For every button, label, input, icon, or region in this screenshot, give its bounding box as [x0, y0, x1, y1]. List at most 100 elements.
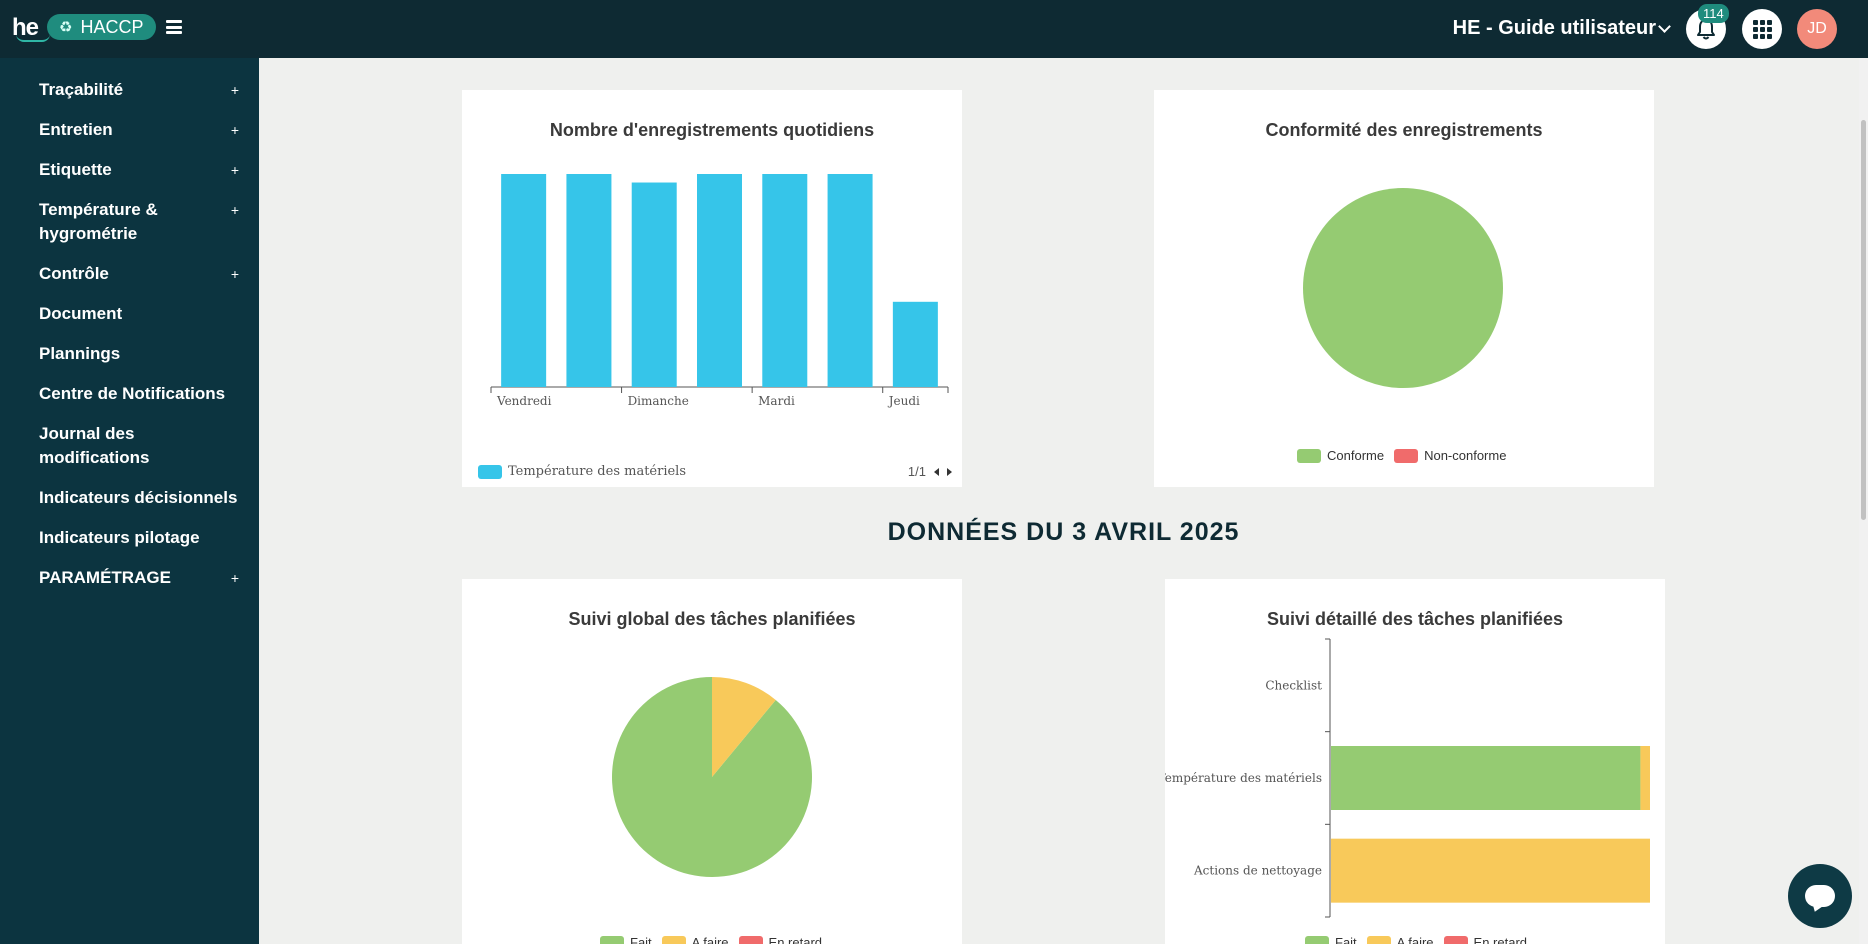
legend-item[interactable]: Fait	[600, 935, 652, 944]
conformity-pie-chart	[1303, 188, 1503, 388]
legend-item[interactable]: A faire	[661, 935, 729, 944]
y-tick-label: Checklist	[1265, 678, 1322, 692]
scrollbar-thumb[interactable]	[1861, 120, 1866, 520]
legend-label: En retard	[768, 935, 823, 944]
sidebar-item-label: Centre de Notifications	[39, 384, 226, 403]
legend-item[interactable]: Température des matériels	[478, 464, 686, 479]
expand-plus-icon: +	[230, 202, 239, 218]
sidebar-item-controle[interactable]: Contrôle +	[39, 262, 239, 286]
y-tick-label: Température des matériels	[1165, 771, 1322, 785]
conformity-card: Conformité des enregistrements Conforme …	[1154, 90, 1654, 487]
chart-legend: Fait A faire En retard	[600, 935, 832, 944]
sidebar-item-temperature[interactable]: Température & hygrométrie +	[39, 198, 239, 246]
legend-label: En retard	[1473, 935, 1528, 944]
bar-mardi	[762, 174, 808, 387]
legend-item[interactable]: Fait	[1305, 935, 1357, 944]
bar-vendredi	[501, 174, 547, 387]
chart-legend: Fait A faire En retard	[1305, 935, 1537, 944]
sidebar-item-tracabilite[interactable]: Traçabilité +	[39, 78, 239, 102]
legend-swatch	[1394, 448, 1419, 463]
global-tasks-card: Suivi global des tâches planifiées Fait …	[462, 579, 962, 944]
chat-button[interactable]	[1788, 864, 1852, 928]
detailed-tasks-card: Suivi détaillé des tâches planifiées Che…	[1165, 579, 1665, 944]
legend-label: Conforme	[1327, 448, 1385, 463]
page-scrollbar[interactable]	[1859, 58, 1868, 944]
bar-segment-a-faire	[1640, 746, 1650, 810]
next-page-icon[interactable]	[947, 467, 952, 476]
sidebar-item-document[interactable]: Document	[39, 302, 239, 326]
sidebar-item-label: Document	[39, 304, 123, 323]
pager-text: 1/1	[907, 464, 926, 479]
legend-label: Fait	[630, 935, 652, 944]
legend-label: Non-conforme	[1424, 448, 1507, 463]
bar-jeudi	[892, 301, 938, 387]
user-avatar[interactable]: JD	[1797, 9, 1837, 49]
sidebar-item-indicateurs-pilotage[interactable]: Indicateurs pilotage	[39, 526, 239, 550]
expand-plus-icon: +	[230, 82, 239, 98]
legend-swatch	[1297, 448, 1321, 463]
legend-item[interactable]: Non-conforme	[1394, 448, 1506, 463]
expand-plus-icon: +	[230, 266, 239, 282]
apps-grid-icon	[1752, 19, 1772, 39]
bar-mercredi	[827, 174, 873, 387]
bar-dimanche	[631, 182, 677, 387]
sidebar-item-label: Indicateurs pilotage	[39, 528, 200, 547]
sidebar-item-notifications[interactable]: Centre de Notifications	[39, 382, 239, 406]
x-tick-label: Jeudi	[887, 394, 920, 408]
legend-item[interactable]: En retard	[1443, 935, 1528, 944]
sidebar-item-plannings[interactable]: Plannings	[39, 342, 239, 366]
legend-item[interactable]: Conforme	[1297, 448, 1384, 463]
notification-count-badge: 114	[1698, 4, 1729, 23]
sidebar-item-label: Etiquette	[39, 160, 112, 179]
sidebar-item-entretien[interactable]: Entretien +	[39, 118, 239, 142]
sidebar-item-label: Plannings	[39, 344, 121, 363]
sidebar-item-label: Traçabilité	[39, 80, 124, 99]
sidebar-item-journal[interactable]: Journal des modifications	[39, 422, 239, 470]
daily-records-card: Nombre d'enregistrements quotidiens Vend…	[462, 90, 962, 487]
expand-plus-icon: +	[230, 570, 239, 586]
menu-toggle-icon[interactable]	[166, 20, 182, 34]
bar-segment-fait	[1331, 746, 1641, 810]
card-title: Suivi global des tâches planifiées	[568, 609, 856, 629]
bar-lundi	[697, 174, 742, 387]
expand-plus-icon: +	[230, 122, 239, 138]
chevron-down-icon	[1658, 19, 1671, 33]
recycle-icon: ♻	[59, 19, 73, 36]
detailed-tasks-chart: Checklist Température des matériels Action…	[1165, 638, 1650, 918]
x-tick-label: Vendredi	[496, 394, 552, 408]
card-title: Conformité des enregistrements	[1265, 120, 1543, 140]
bar-samedi	[566, 174, 612, 387]
sidebar-item-label: Entretien	[39, 120, 113, 139]
chart-legend: Température des matériels	[478, 464, 696, 479]
app-badge[interactable]: ♻ HACCP	[47, 14, 156, 40]
logo-swoosh	[16, 34, 50, 42]
legend-label: A faire	[1396, 935, 1434, 944]
x-tick-label: Mardi	[758, 394, 795, 408]
chart-legend: Conforme Non-conforme	[1297, 448, 1516, 463]
apps-button[interactable]	[1742, 9, 1782, 49]
legend-label: Température des matériels	[508, 464, 687, 479]
y-tick-label: Actions de nettoyage	[1193, 864, 1322, 878]
top-bar: he ♻ HACCP HE - Guide utilisateur 114 JD	[0, 0, 1868, 58]
sidebar-item-label: Température & hygrométrie	[39, 200, 158, 243]
site-selector[interactable]: HE - Guide utilisateur	[1453, 17, 1671, 40]
legend-item[interactable]: En retard	[738, 935, 823, 944]
sidebar-item-indicateurs-decisionnels[interactable]: Indicateurs décisionnels	[39, 486, 239, 510]
x-tick-label: Dimanche	[628, 394, 689, 408]
sidebar-item-etiquette[interactable]: Etiquette +	[39, 158, 239, 182]
pie-slice-conforme	[1303, 188, 1503, 388]
legend-swatch	[1305, 935, 1329, 944]
daily-records-chart: Vendredi Dimanche Mardi Jeudi	[490, 174, 949, 408]
legend-item[interactable]: A faire	[1366, 935, 1434, 944]
sidebar-item-label: Journal des modifications	[39, 424, 150, 467]
bar-segment-a-faire	[1331, 838, 1650, 903]
sidebar-item-parametrage[interactable]: PARAMÉTRAGE +	[39, 566, 239, 590]
section-heading: DONNÉES DU 3 AVRIL 2025	[887, 518, 1240, 546]
legend-swatch	[1366, 935, 1391, 944]
sidebar: Traçabilité + Entretien + Etiquette + Te…	[0, 58, 259, 944]
sidebar-item-label: Contrôle	[39, 264, 109, 283]
legend-swatch	[478, 464, 502, 479]
card-title: Suivi détaillé des tâches planifiées	[1266, 609, 1564, 629]
prev-page-icon[interactable]	[934, 467, 939, 476]
legend-label: A faire	[691, 935, 729, 944]
